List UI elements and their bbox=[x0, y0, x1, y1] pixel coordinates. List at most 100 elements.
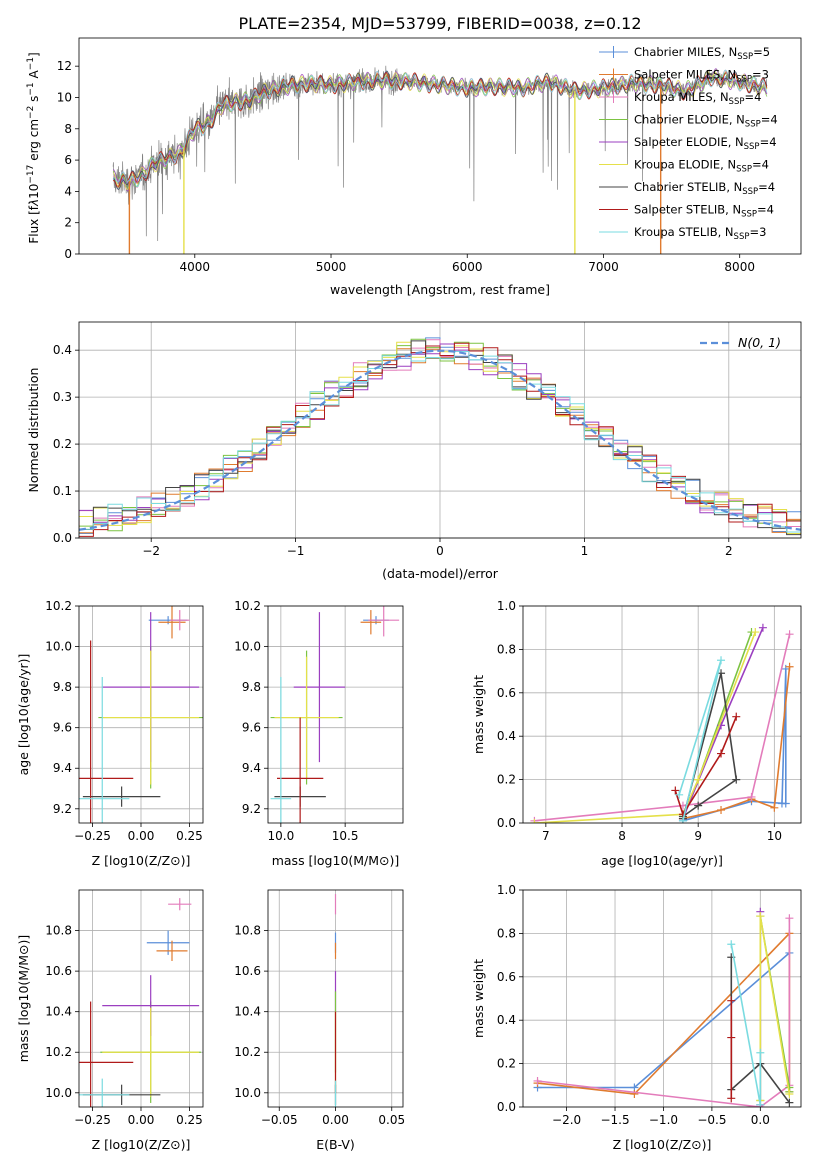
mass-vs-EBV-frame bbox=[267, 889, 404, 1108]
x-tick-label: −0.5 bbox=[697, 1113, 726, 1127]
x-tick-label: 7 bbox=[542, 829, 550, 843]
y-tick-label: 10.8 bbox=[234, 924, 261, 938]
age-vs-mass-x-label: mass [log10(M/M⊙)] bbox=[272, 853, 400, 868]
legend-entry-label: Chabrier ELODIE, NSSP=4 bbox=[634, 113, 778, 130]
y-tick-label: 10.2 bbox=[234, 1045, 261, 1059]
chart-panels: 4000 5000 6000 7000 8000024681012wavelength … bbox=[16, 37, 802, 1152]
y-tick-label: 4 bbox=[64, 184, 72, 198]
legend-entry-label: Salpeter STELIB, NSSP=4 bbox=[634, 203, 774, 220]
mass-weight-vs-Z-lines bbox=[533, 907, 794, 1107]
weight-line-kroupa-miles bbox=[534, 634, 791, 822]
x-tick-label: 10.5 bbox=[332, 829, 359, 843]
normal-legend-label: N(0, 1) bbox=[738, 335, 781, 350]
weight-point bbox=[727, 1094, 736, 1103]
y-tick-label: 10 bbox=[57, 90, 72, 104]
x-tick-label: 5000 bbox=[316, 260, 347, 274]
spectrum-frame bbox=[78, 37, 802, 255]
age-vs-Z-x-label: Z [log10(Z/Z⊙)] bbox=[92, 853, 191, 868]
figure-title: PLATE=2354, MJD=53799, FIBERID=0038, z=0… bbox=[238, 14, 641, 33]
age-vs-Z-frame bbox=[78, 605, 204, 824]
y-tick-label: 0.4 bbox=[497, 729, 516, 743]
weight-point bbox=[675, 790, 684, 799]
weight-point bbox=[785, 1089, 794, 1098]
x-tick-label: −0.25 bbox=[74, 1113, 111, 1127]
x-tick-label: 8000 bbox=[724, 260, 755, 274]
y-tick-label: 9.4 bbox=[53, 761, 72, 775]
y-tick-label: 0 bbox=[64, 247, 72, 261]
x-tick-label: 0 bbox=[436, 544, 444, 558]
weight-point bbox=[727, 1033, 736, 1042]
weight-point bbox=[758, 623, 767, 632]
weight-point bbox=[727, 940, 736, 949]
residual-plot bbox=[79, 337, 801, 537]
weight-point bbox=[717, 805, 726, 814]
x-tick-label: 6000 bbox=[452, 260, 483, 274]
spectrum-model-kroupa-elodie bbox=[112, 70, 768, 191]
y-tick-label: 12 bbox=[57, 59, 72, 73]
y-tick-label: 0.0 bbox=[53, 531, 72, 545]
weight-line-kroupa-elodie bbox=[534, 631, 757, 823]
weight-point bbox=[756, 1100, 765, 1107]
weight-point bbox=[747, 792, 756, 801]
y-tick-label: 10.0 bbox=[45, 640, 72, 654]
weight-point bbox=[694, 801, 703, 810]
normal-curve bbox=[79, 349, 801, 531]
axes-spectrum: 4000 5000 6000 7000 8000 0 2 4 6 8 10 12 bbox=[57, 59, 755, 274]
weight-line-salpeter-stelib bbox=[674, 716, 738, 817]
weight-point bbox=[630, 1089, 639, 1098]
y-tick-label: 10.2 bbox=[45, 599, 72, 613]
y-tick-label: 0.2 bbox=[497, 1057, 516, 1071]
mass-vs-Z-x-label: Z [log10(Z/Z⊙)] bbox=[92, 1137, 191, 1152]
y-tick-label: 10.0 bbox=[234, 1086, 261, 1100]
weight-line-kroupa-miles bbox=[537, 918, 791, 1107]
axes-mass-weight-vs-Z: −2.0 −1.5 −1.0 −0.5 0.0 0.0 0.2 0.4 0.6 0.8 1.0 bbox=[497, 883, 801, 1127]
y-tick-label: 10.0 bbox=[45, 1086, 72, 1100]
y-tick-label: 10.4 bbox=[234, 1005, 261, 1019]
x-tick-label: −2.0 bbox=[552, 1113, 581, 1127]
legend-entry-label: Chabrier MILES, NSSP=5 bbox=[634, 45, 770, 62]
weight-point bbox=[751, 628, 760, 637]
y-tick-label: 9.6 bbox=[53, 721, 72, 735]
mass-weight-vs-age-y-label: mass weight bbox=[471, 675, 486, 754]
spectrum-x-label: wavelength [Angstrom, rest frame] bbox=[330, 282, 550, 297]
y-tick-label: 9.6 bbox=[242, 721, 261, 735]
weight-point bbox=[777, 799, 786, 808]
y-tick-label: 9.2 bbox=[53, 802, 72, 816]
x-tick-label: 4000 bbox=[180, 260, 211, 274]
weight-point bbox=[756, 912, 765, 921]
y-tick-label: 9.8 bbox=[242, 680, 261, 694]
mass-vs-Z-y-label: mass [log10(M/M⊙)] bbox=[16, 935, 31, 1063]
y-tick-label: 0.4 bbox=[497, 1013, 516, 1027]
weight-point bbox=[727, 996, 736, 1005]
y-tick-label: 10.2 bbox=[234, 599, 261, 613]
flux-y-label: Flux [fλ10−17 erg cm−2 s−1 A−1] bbox=[26, 52, 41, 243]
legend-entry-label: Chabrier STELIB, NSSP=4 bbox=[634, 180, 775, 197]
x-tick-label: −0.25 bbox=[74, 829, 111, 843]
age-vs-Z-y-label: age [log10(age/yr)] bbox=[16, 654, 31, 776]
weight-point bbox=[732, 712, 741, 721]
mass-vs-Z-frame bbox=[78, 889, 204, 1108]
weight-point bbox=[694, 775, 703, 784]
y-tick-label: 10.6 bbox=[234, 964, 261, 978]
x-tick-label: −0.05 bbox=[261, 1113, 298, 1127]
weight-point bbox=[530, 819, 539, 823]
weight-point bbox=[717, 749, 726, 758]
legend-entry-label: Salpeter MILES, NSSP=3 bbox=[634, 68, 769, 85]
x-tick-label: 0.05 bbox=[378, 1113, 405, 1127]
y-tick-label: 0.8 bbox=[497, 926, 516, 940]
y-tick-label: 9.4 bbox=[242, 761, 261, 775]
age-vs-Z-errorbars bbox=[79, 606, 203, 823]
mass-weight-vs-age-lines bbox=[530, 623, 794, 823]
x-tick-label: 9 bbox=[694, 829, 702, 843]
y-tick-label: 0.2 bbox=[53, 437, 72, 451]
y-tick-label: 0.3 bbox=[53, 390, 72, 404]
residuals-y-label: Normed distribution bbox=[26, 368, 41, 493]
weight-point bbox=[756, 1048, 765, 1057]
x-tick-label: −1 bbox=[287, 544, 305, 558]
axes-mass-vs-Z: −0.25 0.00 0.25 10.0 10.2 10.4 10.6 10.8 bbox=[45, 890, 203, 1127]
x-tick-label: 0.00 bbox=[128, 829, 155, 843]
residuals-x-label: (data-model)/error bbox=[382, 566, 499, 581]
y-tick-label: 0.8 bbox=[497, 642, 516, 656]
y-tick-label: 10.2 bbox=[45, 1045, 72, 1059]
